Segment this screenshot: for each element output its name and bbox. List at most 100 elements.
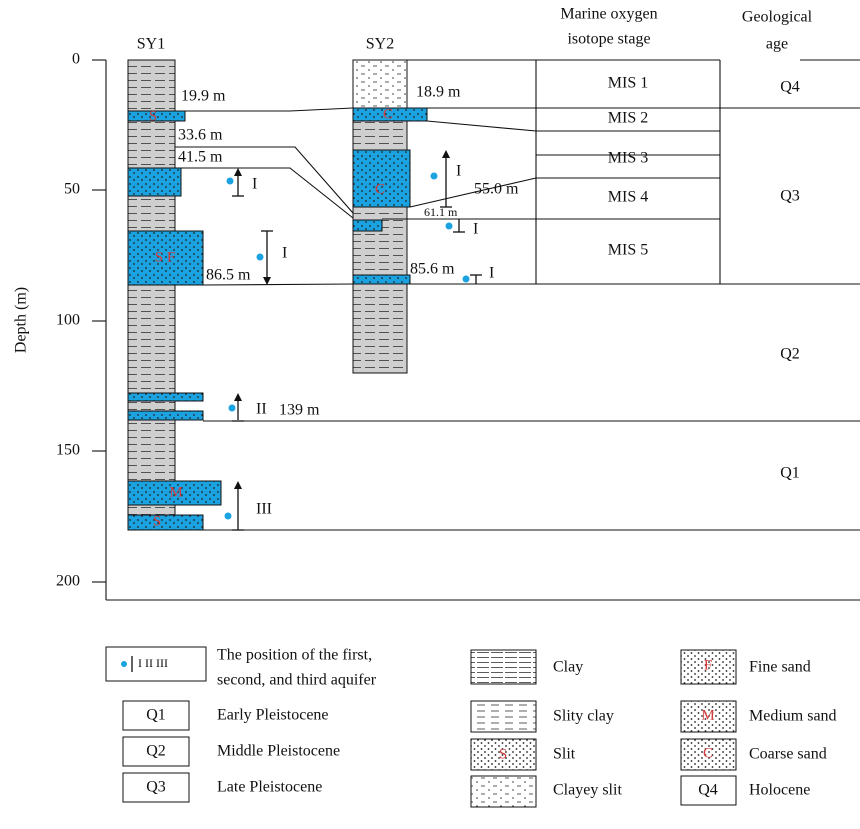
arrow-head [234, 481, 242, 489]
boundary [203, 284, 860, 285]
arrow-head [234, 168, 242, 176]
tick-label: 200 [56, 573, 80, 590]
legend-letter: M [701, 707, 714, 723]
tick-label: 150 [56, 442, 80, 459]
column-header: Geological [742, 9, 813, 26]
aquifer-dot [431, 173, 438, 180]
clayey-slit-layer [353, 60, 407, 108]
legend-swatch [471, 650, 536, 684]
sand-layer [128, 515, 203, 530]
legend-text: Holocene [749, 782, 810, 799]
legend-letter: C [703, 745, 713, 761]
aquifer-dot [257, 254, 264, 261]
legend-code: Q3 [146, 779, 166, 796]
legend-text: second, and third aquifer [217, 672, 377, 689]
clay-layer [128, 60, 175, 530]
block-letter: C [375, 181, 385, 197]
legend-text: Early Pleistocene [217, 707, 329, 724]
legend-text: Late Pleistocene [217, 779, 322, 796]
age-label: Q3 [780, 188, 800, 205]
tick-label: 50 [64, 181, 80, 198]
aquifer-dot [227, 178, 234, 185]
aquifer-dot [229, 405, 236, 412]
sand-layer [353, 150, 410, 207]
depth-label: 139 m [279, 402, 320, 419]
legend-code: Q2 [146, 743, 166, 760]
axis-label: Depth (m) [13, 287, 30, 353]
depth-label: 86.5 m [206, 267, 251, 284]
mis-label: MIS 2 [608, 110, 648, 127]
legend-text: Coarse sand [749, 746, 827, 763]
legend-text: Slity clay [553, 708, 614, 725]
diagram: SY1 SY2 Marine oxygen isotope stage Geol… [0, 0, 860, 829]
column-header: isotope stage [567, 31, 650, 48]
block-letter: C [383, 106, 393, 122]
legend-dot [121, 661, 127, 667]
legend-letter: F [704, 657, 712, 673]
mis-label: MIS 3 [608, 150, 648, 167]
legend-swatch [471, 776, 536, 807]
legend-text: Medium sand [749, 708, 837, 725]
depth-label: 55.0 m [474, 181, 519, 198]
clay-layer [353, 108, 407, 373]
boundary [410, 178, 720, 207]
legend-swatch [471, 701, 536, 732]
arrow-head [263, 277, 271, 285]
column-header: SY1 [137, 36, 165, 53]
column-header: SY2 [366, 36, 394, 53]
aquifer-label: I [252, 176, 257, 193]
boundary [185, 108, 353, 111]
mis-label: MIS 5 [608, 242, 648, 259]
aquifer-label: II [256, 401, 267, 418]
legend-symbol: I II III [138, 656, 168, 670]
aquifer-dot [446, 223, 453, 230]
legend-letter: S [499, 746, 507, 762]
mis-label: MIS 4 [608, 189, 648, 206]
arrow-head [442, 150, 450, 158]
depth-label: 19.9 m [181, 88, 226, 105]
block-letter: S [149, 108, 157, 124]
legend-text: Fine sand [749, 659, 811, 676]
legend-text: Clay [553, 659, 583, 676]
legend-text: The position of the first, [217, 647, 372, 664]
legend-text: Clayey slit [553, 782, 622, 799]
sand-layer [128, 393, 203, 401]
age-label: Q2 [780, 346, 800, 363]
aquifer-label: I [282, 245, 287, 262]
block-letter: M [169, 484, 182, 500]
legend: I II III The position of the first, seco… [106, 647, 837, 807]
aquifer-label: III [256, 501, 272, 518]
sand-layer [128, 411, 203, 420]
depth-label: 41.5 m [178, 149, 223, 166]
legend-text: Middle Pleistocene [217, 743, 340, 760]
aquifer-label: I [473, 221, 478, 238]
boundary [427, 121, 720, 131]
block-letter: S F [155, 249, 175, 265]
column-header: age [766, 36, 788, 53]
depth-label: 18.9 m [416, 84, 461, 101]
boundary [175, 168, 353, 218]
arrow-head [234, 393, 242, 401]
sand-layer [128, 168, 181, 196]
tick-label: 100 [56, 312, 80, 329]
sand-layer [353, 220, 382, 231]
mis-label: MIS 1 [608, 75, 648, 92]
legend-text: Slit [553, 746, 576, 763]
aquifer-dot [225, 513, 232, 520]
legend-code: Q4 [698, 782, 718, 799]
aquifer-label: I [489, 265, 494, 282]
tick-label: 0 [72, 51, 80, 68]
legend-code: Q1 [146, 707, 166, 724]
age-label: Q4 [780, 79, 800, 96]
depth-label: 33.6 m [178, 127, 223, 144]
aquifer-label: I [456, 163, 461, 180]
block-letter: S [153, 513, 161, 529]
ticks: 0 50 100 150 200 [56, 51, 106, 590]
depth-label: 85.6 m [410, 261, 455, 278]
column-header: Marine oxygen [560, 6, 657, 23]
age-label: Q1 [780, 465, 800, 482]
page: { "columns": {"sy1": "SY1", "sy2": "SY2"… [0, 0, 860, 829]
sand-layer [353, 275, 410, 284]
aquifer-dot [463, 276, 470, 283]
correlation-lines [175, 60, 860, 530]
